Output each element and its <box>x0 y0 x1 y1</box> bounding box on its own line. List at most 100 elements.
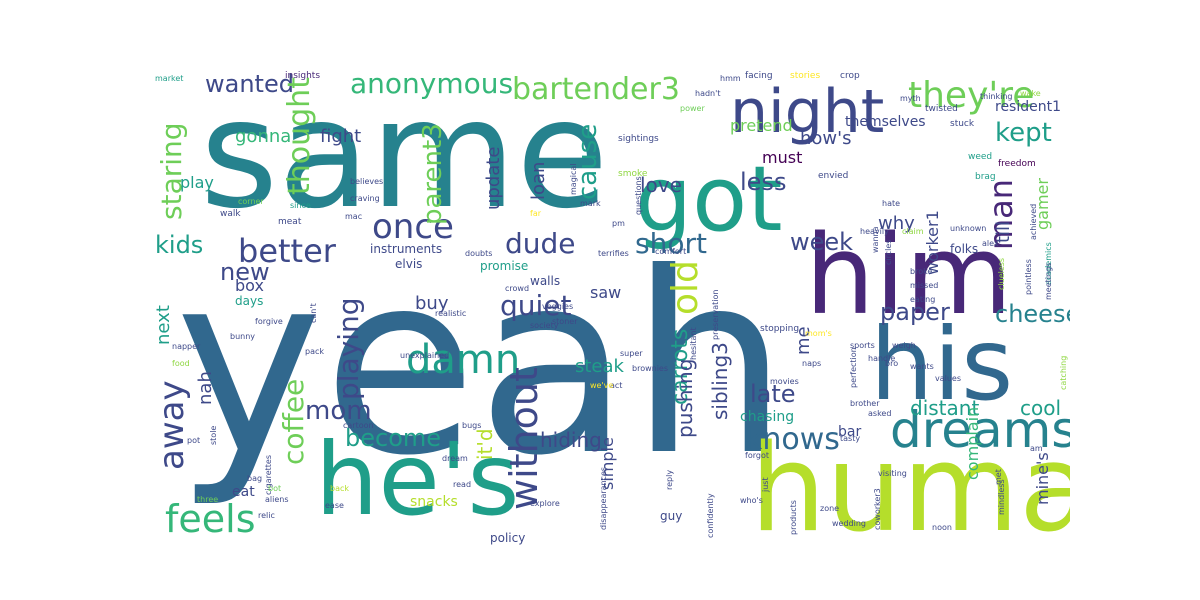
word: nah <box>195 371 216 405</box>
word: away <box>152 380 192 470</box>
word: chasing <box>740 409 795 425</box>
word-cloud: yeah same got him his human he's night d… <box>150 60 1070 545</box>
word: playing <box>332 297 365 400</box>
word: stoner <box>552 317 578 326</box>
word: claim <box>902 227 924 236</box>
word: hate <box>882 199 901 208</box>
word: eating <box>910 295 936 304</box>
word: explore <box>530 499 560 508</box>
word: questions <box>634 176 643 215</box>
word: smoke <box>618 169 648 179</box>
word: once <box>372 207 454 247</box>
word: reply <box>665 469 674 490</box>
word: wedding <box>832 519 866 528</box>
word: crowd <box>505 284 530 293</box>
word: terrifies <box>598 249 629 258</box>
word: noon <box>932 523 952 532</box>
word: quiet <box>500 289 572 322</box>
word: parent3 <box>418 123 448 225</box>
word: wanted <box>205 70 294 98</box>
word: freedom <box>998 159 1036 169</box>
word: power <box>680 104 705 113</box>
word: wake <box>1020 89 1041 98</box>
word: stopping <box>760 324 800 334</box>
word: coffee <box>277 378 310 465</box>
word: short <box>635 227 707 260</box>
word: box <box>235 276 264 295</box>
word: act <box>610 381 623 390</box>
word: believes <box>350 177 384 186</box>
word: brownies <box>632 364 669 373</box>
word: got <box>635 147 783 252</box>
word: better <box>238 232 336 270</box>
word: circles <box>884 239 893 265</box>
word: far <box>530 209 542 218</box>
word: folks <box>950 242 979 256</box>
word: catching <box>1059 355 1068 390</box>
word: since <box>290 201 311 210</box>
word: super <box>620 349 643 358</box>
word: can't <box>309 303 318 323</box>
word: zone <box>820 504 840 513</box>
word: naps <box>802 359 822 368</box>
word: guy <box>660 509 683 523</box>
word: tasty <box>840 434 861 443</box>
word: walk <box>220 209 241 219</box>
word: read <box>453 480 472 489</box>
word: veggies <box>542 302 574 311</box>
word: policy <box>490 531 526 545</box>
word: missed <box>910 281 939 290</box>
word: pm <box>612 219 625 228</box>
word: late <box>750 380 796 408</box>
word: how's <box>800 128 852 149</box>
word: unknown <box>950 224 987 233</box>
word: mom's <box>805 329 832 338</box>
word: envied <box>818 171 849 181</box>
word: forgive <box>255 317 283 326</box>
word: distant <box>910 396 980 420</box>
word: pack <box>305 347 325 356</box>
word: corner <box>238 197 264 206</box>
word: promise <box>480 259 529 273</box>
word: craving <box>350 194 380 203</box>
word: we've <box>590 381 614 390</box>
word: preservation <box>711 289 720 340</box>
word: instruments <box>370 242 443 256</box>
word: market <box>155 74 184 83</box>
word: pot <box>187 436 201 445</box>
word: comfort <box>655 247 687 256</box>
word: products <box>789 500 798 535</box>
word: why <box>878 213 915 234</box>
word: meetings <box>1044 262 1053 300</box>
word: his <box>870 306 1014 423</box>
word: sports <box>850 341 875 350</box>
word: bugs <box>462 421 482 430</box>
word: handle <box>868 354 896 363</box>
word: fight <box>320 126 362 147</box>
word: buy <box>415 293 449 314</box>
word: anonymous <box>350 67 514 100</box>
word: feels <box>165 497 256 541</box>
word: thinking <box>980 92 1013 101</box>
word: love <box>640 173 682 197</box>
word: loan <box>528 161 549 200</box>
word: bar <box>838 424 862 440</box>
word: clueless <box>997 257 1006 290</box>
word: less <box>740 168 787 196</box>
word: must <box>762 148 803 167</box>
word: forgot <box>745 451 769 460</box>
word: achieved <box>1029 203 1038 240</box>
word: kept <box>995 118 1052 148</box>
word: weed <box>968 152 993 162</box>
word: magical <box>569 163 578 195</box>
word: just <box>761 477 770 492</box>
word: yeah <box>175 219 789 510</box>
word: dude <box>505 227 576 260</box>
word: hiding <box>540 428 602 452</box>
word: days <box>235 294 264 308</box>
word: cool <box>1020 396 1062 420</box>
word: crop <box>840 71 860 81</box>
word: snacks <box>410 494 458 510</box>
word: heavily <box>860 227 889 236</box>
word: without <box>502 367 546 510</box>
